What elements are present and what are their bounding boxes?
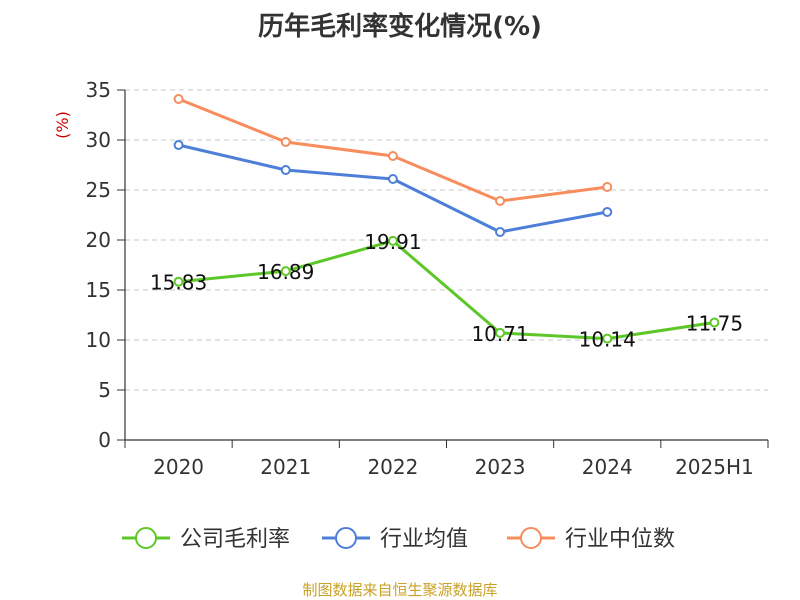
data-point (387, 174, 398, 184)
data-point (709, 317, 720, 328)
y-tick-label: 10 (86, 328, 111, 352)
x-tick-label: 2020 (153, 455, 204, 479)
data-point (280, 137, 291, 147)
data-label: 10.14 (579, 328, 636, 352)
x-tick-label: 2021 (260, 455, 311, 479)
data-point (173, 276, 184, 287)
y-tick-label: 30 (86, 128, 111, 152)
data-labels: 15.83 16.89 19.91 10.71 10.14 11.75 (150, 230, 743, 352)
x-tick-label: 2024 (582, 455, 633, 479)
data-label: 11.75 (686, 312, 743, 336)
legend-label: 行业中位数 (565, 527, 675, 552)
y-tick-label: 15 (86, 278, 111, 302)
data-point (280, 165, 291, 175)
legend: 公司毛利率 行业均值 行业中位数 (122, 527, 675, 552)
data-point (602, 182, 613, 192)
data-point (173, 140, 184, 150)
legend-label: 行业均值 (380, 527, 468, 552)
legend-label: 公司毛利率 (180, 527, 290, 552)
grid-lines (125, 89, 768, 391)
x-tick-label: 2022 (367, 455, 418, 479)
y-tick-label: 0 (98, 428, 111, 452)
source-note: 制图数据来自恒生聚源数据库 (302, 581, 498, 599)
x-tick-label: 2025H1 (675, 455, 754, 479)
series-lines (173, 94, 720, 344)
series-line-2 (178, 97, 608, 203)
legend-swatch-marker (135, 527, 157, 549)
data-label: 16.89 (257, 260, 314, 284)
y-tick-label: 35 (86, 78, 111, 102)
data-point (495, 227, 506, 237)
x-tick-label: 2023 (475, 455, 526, 479)
chart-title: 历年毛利率变化情况(%) (258, 12, 542, 42)
data-point (495, 327, 506, 338)
y-tick-label: 5 (98, 378, 111, 402)
data-point (495, 196, 506, 206)
data-point (387, 151, 398, 161)
data-label: 10.71 (471, 322, 528, 346)
data-point (280, 266, 291, 277)
y-tick-label: 20 (86, 228, 111, 252)
data-point (602, 333, 613, 344)
data-point (602, 207, 613, 217)
data-label: 19.91 (364, 230, 421, 254)
series-line-0 (178, 239, 715, 341)
data-label: 15.83 (150, 271, 207, 295)
data-point (387, 235, 398, 246)
legend-swatch-marker (520, 527, 542, 549)
y-axis-label: (%) (53, 111, 72, 139)
axes: 0 5 10 15 20 25 30 35 (%) 2020 2021 2022 2023 2024 202… (53, 78, 769, 479)
y-tick-label: 25 (86, 178, 111, 202)
data-point (173, 94, 184, 104)
legend-swatch-marker (335, 527, 357, 549)
